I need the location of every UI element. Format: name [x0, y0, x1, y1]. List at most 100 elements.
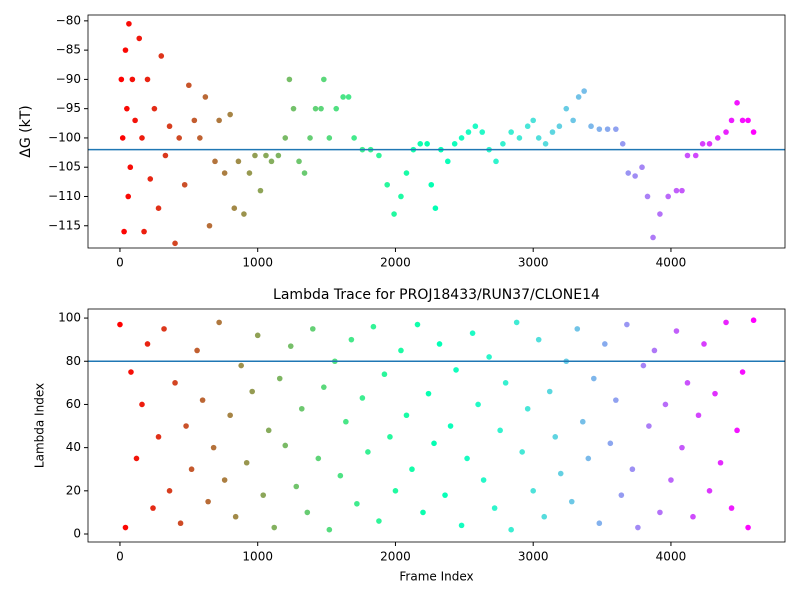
- point: [475, 401, 481, 408]
- point: [640, 362, 647, 369]
- point: [127, 164, 134, 171]
- point: [618, 492, 625, 498]
- point: [424, 140, 430, 147]
- point: [646, 423, 652, 429]
- point: [117, 321, 123, 328]
- point: [391, 211, 397, 217]
- point: [249, 388, 255, 395]
- point: [508, 129, 514, 135]
- point: [524, 123, 531, 130]
- y-tick-label: 60: [66, 397, 81, 411]
- point: [315, 455, 322, 462]
- point: [493, 158, 499, 165]
- point: [699, 140, 706, 147]
- point: [635, 524, 641, 531]
- point: [125, 193, 132, 200]
- point: [542, 140, 549, 147]
- y-axis-label: Lambda Index: [33, 383, 47, 468]
- x-tick-label: 1000: [242, 550, 273, 564]
- point: [420, 509, 426, 516]
- point: [458, 522, 465, 529]
- x-tick-label: 4000: [656, 550, 687, 564]
- point: [447, 423, 454, 429]
- point: [745, 524, 751, 531]
- point: [745, 117, 751, 124]
- point: [465, 129, 472, 135]
- point: [186, 82, 192, 89]
- point: [679, 444, 685, 451]
- point: [318, 105, 324, 112]
- point: [695, 412, 702, 419]
- point: [321, 76, 327, 83]
- point: [546, 388, 553, 395]
- point: [290, 105, 297, 112]
- point: [625, 170, 632, 176]
- point: [556, 123, 563, 130]
- point: [662, 401, 669, 408]
- y-tick-label: 0: [73, 527, 81, 541]
- y-tick-label: −115: [48, 218, 81, 232]
- point: [304, 509, 311, 516]
- point: [166, 123, 173, 130]
- point: [287, 343, 294, 349]
- point: [750, 317, 757, 324]
- chart-title: Lambda Trace for PROJ18433/RUN37/CLONE14: [273, 287, 600, 303]
- point: [701, 341, 707, 347]
- point: [136, 35, 143, 42]
- point: [188, 466, 195, 473]
- point: [591, 375, 597, 382]
- y-tick-label: −95: [56, 101, 81, 115]
- y-tick-label: 20: [66, 483, 81, 497]
- point: [486, 354, 492, 360]
- point: [293, 483, 300, 490]
- point: [596, 520, 603, 527]
- y-tick-label: −85: [56, 43, 81, 57]
- point: [541, 513, 548, 520]
- point: [312, 105, 319, 112]
- point: [205, 498, 211, 505]
- point: [271, 524, 278, 531]
- point: [365, 449, 371, 455]
- point: [604, 126, 611, 132]
- point: [479, 129, 486, 135]
- y-tick-label: −80: [56, 13, 81, 27]
- point: [231, 205, 238, 211]
- point: [221, 170, 228, 176]
- point: [723, 319, 729, 326]
- point: [530, 117, 536, 124]
- point: [139, 401, 145, 408]
- point: [139, 135, 145, 141]
- point: [351, 135, 357, 141]
- point: [668, 477, 674, 483]
- point: [354, 500, 360, 507]
- point: [596, 126, 603, 132]
- point: [524, 405, 531, 412]
- point: [122, 524, 129, 531]
- point: [692, 152, 699, 159]
- point: [629, 466, 636, 473]
- point: [172, 380, 178, 386]
- x-tick-label: 2000: [380, 550, 411, 564]
- point: [310, 326, 316, 332]
- point: [723, 129, 729, 135]
- point: [276, 375, 283, 382]
- point: [227, 412, 233, 419]
- point: [176, 135, 182, 141]
- point: [458, 135, 465, 141]
- point: [128, 369, 134, 375]
- point: [444, 158, 451, 165]
- point: [275, 152, 282, 159]
- point: [126, 20, 132, 27]
- point: [326, 135, 333, 141]
- axes-frame: [87, 308, 786, 543]
- point: [227, 111, 233, 118]
- point: [739, 369, 746, 375]
- point: [639, 164, 645, 171]
- point: [177, 520, 184, 527]
- point: [535, 135, 542, 141]
- point: [706, 140, 713, 147]
- point: [191, 117, 198, 124]
- point: [436, 341, 443, 347]
- point: [216, 117, 222, 124]
